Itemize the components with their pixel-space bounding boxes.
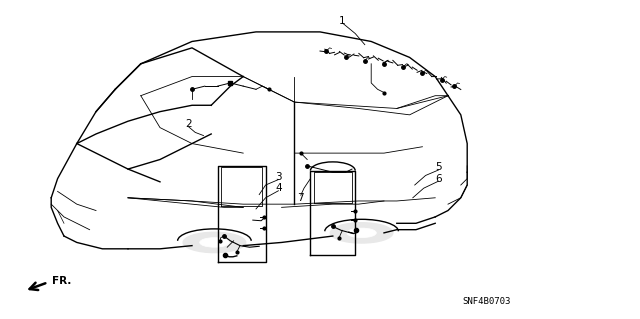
Ellipse shape — [183, 232, 246, 253]
Ellipse shape — [330, 223, 393, 243]
Text: 5: 5 — [435, 162, 442, 173]
Text: 3: 3 — [275, 172, 282, 182]
Text: 6: 6 — [435, 174, 442, 184]
Text: 2: 2 — [186, 119, 192, 130]
Text: 4: 4 — [275, 183, 282, 193]
Text: 7: 7 — [298, 193, 304, 203]
Text: FR.: FR. — [52, 276, 72, 286]
Ellipse shape — [347, 228, 376, 238]
Text: 1: 1 — [339, 16, 346, 26]
Ellipse shape — [200, 238, 229, 247]
Text: SNF4B0703: SNF4B0703 — [462, 297, 511, 306]
